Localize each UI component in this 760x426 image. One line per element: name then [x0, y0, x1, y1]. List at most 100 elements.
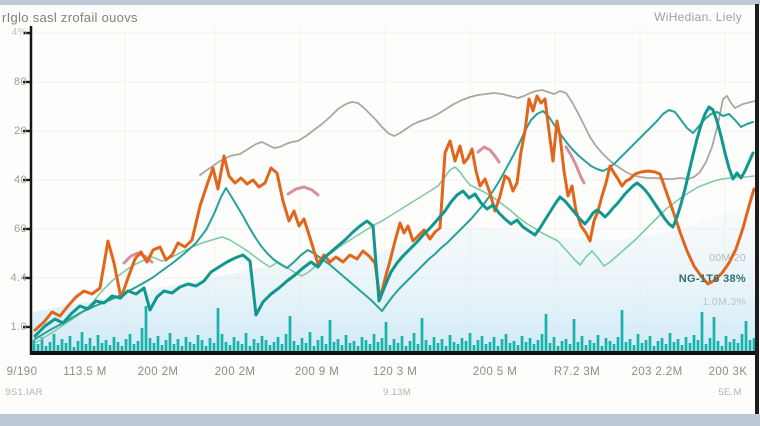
x-axis-label: 9/190 [6, 366, 38, 378]
volume-bar [492, 337, 496, 352]
y-axis-label: 4.4 [10, 272, 27, 284]
volume-bar [460, 338, 464, 352]
y-tick [23, 31, 31, 35]
volume-bar [240, 344, 244, 352]
volume-bar [424, 340, 428, 352]
volume-bar [184, 337, 188, 352]
volume-bar [540, 334, 544, 352]
volume-bar [556, 346, 560, 352]
volume-bar [108, 345, 112, 352]
volume-bar [564, 339, 568, 352]
volume-bar [236, 341, 240, 352]
volume-bar [268, 345, 272, 352]
volume-bar [752, 338, 756, 352]
volume-bar [32, 340, 36, 352]
volume-bar [608, 341, 612, 352]
volume-bar [596, 335, 600, 352]
volume-bar [716, 341, 720, 352]
volume-bar [740, 334, 744, 352]
volume-bar [100, 343, 104, 352]
axes [23, 26, 756, 355]
volume-bar [256, 343, 260, 352]
volume-bar [192, 344, 196, 352]
volume-bar [124, 339, 128, 352]
volume-bar [392, 339, 396, 352]
volume-bar [64, 343, 68, 352]
last-value-label: 1.0M.3% [702, 296, 746, 308]
volume-bar [332, 342, 336, 352]
volume-bar [176, 339, 180, 352]
volume-bar [84, 344, 88, 352]
y-tick [23, 227, 31, 231]
series-teal-medium [34, 109, 754, 340]
volume-bar [428, 345, 432, 352]
volume-bar [316, 340, 320, 352]
volume-bar [472, 345, 476, 352]
volume-bar [340, 345, 344, 352]
volume-bar [420, 318, 424, 352]
volume-bar [300, 338, 304, 352]
volume-bar [164, 340, 168, 352]
volume-bar [468, 333, 472, 352]
volume-bar [696, 340, 700, 352]
volume-bar [368, 344, 372, 352]
volume-bar [396, 343, 400, 352]
volume-bar [344, 335, 348, 352]
volume-bar [684, 337, 688, 352]
volume-bar [52, 334, 56, 352]
volume-bar [248, 346, 252, 352]
series-pink [286, 185, 320, 197]
volume-bar [648, 336, 652, 352]
area-fill [31, 208, 756, 352]
volume-bar [364, 340, 368, 352]
volume-bar [372, 334, 376, 352]
volume-bar [680, 345, 684, 352]
bottom-window-strip [0, 414, 760, 426]
volume-bar [224, 342, 228, 352]
volume-bar [264, 340, 268, 352]
volume-bar [448, 335, 452, 352]
volume-bar [356, 346, 360, 352]
volume-bar [576, 342, 580, 352]
x-axis-label: 200 5 M [472, 366, 518, 378]
volume-bar [712, 317, 716, 352]
volume-bar [92, 346, 96, 352]
y-axis-label: 40 [13, 174, 27, 186]
x-axis-baseline [30, 351, 756, 355]
volume-bar [676, 339, 680, 352]
volume-bar [504, 334, 508, 352]
volume-bar [632, 345, 636, 352]
volume-bar [88, 338, 92, 352]
x-axis-label: 113.5 M [63, 366, 107, 378]
volume-bar [380, 338, 384, 352]
volume-bar [624, 342, 628, 352]
volume-bar [692, 335, 696, 352]
volume-bar [656, 341, 660, 352]
volume-bar [488, 342, 492, 352]
y-tick [23, 325, 31, 329]
volume-bar [668, 333, 672, 352]
volume-bar [652, 346, 656, 352]
volume-bar [592, 343, 596, 352]
chart-title: rIglo sasl zrofail ouovs [2, 10, 138, 25]
volume-bar [572, 319, 576, 352]
x-axis-label: 200 3K [708, 366, 748, 378]
volume-bar [156, 336, 160, 352]
volume-bar [296, 345, 300, 352]
volume-bar [260, 336, 264, 352]
volume-bar [244, 333, 248, 352]
volume-bar [36, 344, 40, 352]
volume-bar [476, 340, 480, 352]
volume-bar [516, 345, 520, 352]
volume-bar [336, 339, 340, 352]
y-axis-label: 60 [13, 223, 27, 235]
x-axis-label: 203 2.2M [631, 366, 683, 378]
volume-bar [168, 333, 172, 352]
volume-bar [312, 346, 316, 352]
x-axis-label: 200 2M [214, 366, 256, 378]
volume-bar [700, 312, 704, 352]
window-right-border [755, 4, 759, 414]
volume-bar [664, 344, 668, 352]
volume-bar [616, 337, 620, 352]
